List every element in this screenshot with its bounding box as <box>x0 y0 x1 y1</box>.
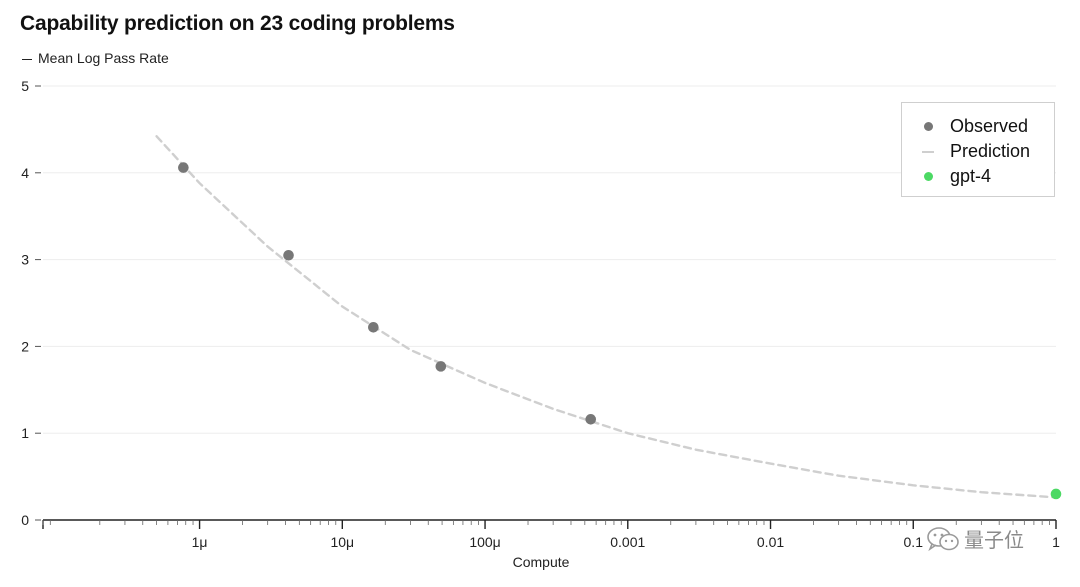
observed-point-0 <box>178 162 189 173</box>
wechat-icon <box>927 526 959 551</box>
legend-observed-marker <box>923 122 933 131</box>
watermark: 量子位 <box>926 524 1024 553</box>
x-axis-title: Compute <box>513 554 570 570</box>
legend: Observed Prediction gpt-4 <box>901 102 1055 197</box>
legend-gpt4-marker <box>923 172 933 181</box>
x-tick-label-4: 0.01 <box>757 534 784 550</box>
y-tick-label-4: 4 <box>21 165 29 181</box>
y-tick-label-1: 1 <box>21 425 29 441</box>
observed-point-1 <box>283 249 294 261</box>
axes: 0 1 2 3 4 5 1μ 10μ 100μ 0.001 0.01 0.1 1 <box>21 78 1060 550</box>
legend-item-gpt4: gpt-4 <box>922 164 1054 189</box>
watermark-text: 量子位 <box>964 528 1024 552</box>
legend-observed-label: Observed <box>950 116 1029 136</box>
x-tick-label-2: 100μ <box>469 534 500 550</box>
x-tick-label-5: 0.1 <box>904 534 924 550</box>
legend-item-observed: Observed <box>922 114 1054 139</box>
observed-point-4 <box>585 414 597 425</box>
y-tick-label-0: 0 <box>21 512 29 528</box>
x-tick-label-3: 0.001 <box>610 534 645 550</box>
observed-point-3 <box>435 361 447 372</box>
y-axis-label-dash <box>22 58 32 60</box>
x-tick-label-0: 1μ <box>192 534 208 550</box>
legend-prediction-label: Prediction <box>950 141 1031 161</box>
legend-item-prediction: Prediction <box>922 139 1054 164</box>
legend-gpt4-label: gpt-4 <box>950 166 992 186</box>
grid-lines <box>43 85 1056 434</box>
gpt-4-point-0 <box>1050 488 1062 500</box>
x-tick-label-1: 10μ <box>330 534 354 550</box>
observed-point-2 <box>368 322 379 333</box>
legend-prediction-marker <box>922 150 934 153</box>
x-tick-label-6: 1 <box>1052 534 1060 550</box>
y-tick-label-5: 5 <box>21 78 29 94</box>
y-tick-label-3: 3 <box>21 252 29 268</box>
y-tick-label-2: 2 <box>21 338 29 354</box>
data-points-layer <box>178 162 1062 500</box>
y-axis-label-text: Mean Log Pass Rate <box>38 50 169 66</box>
chart-title: Capability prediction on 23 coding probl… <box>20 12 455 35</box>
y-axis-label: Mean Log Pass Rate <box>22 50 169 66</box>
